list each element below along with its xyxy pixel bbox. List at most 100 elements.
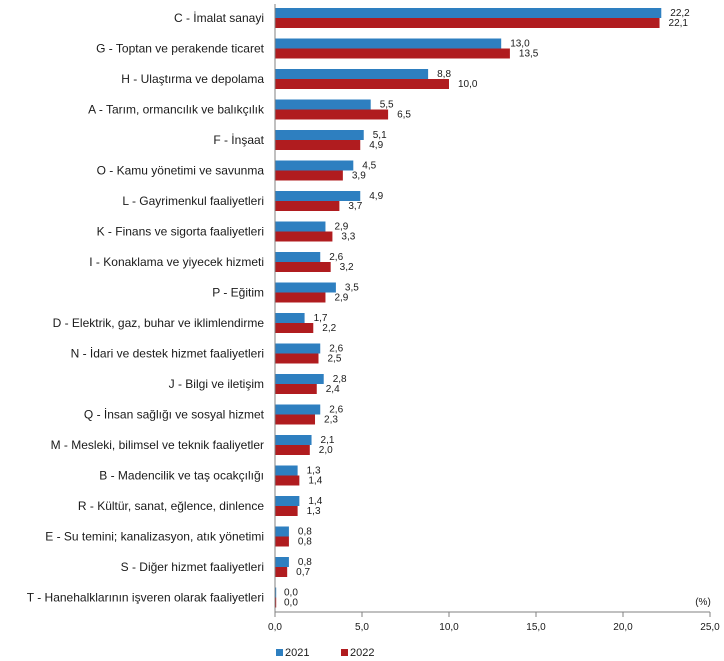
value-label-2021: 3,5 <box>345 283 359 294</box>
value-label-2022: 3,7 <box>348 201 362 212</box>
value-label-2022: 0,7 <box>296 567 310 578</box>
bar-2021 <box>275 343 321 354</box>
category-label: N - İdari ve destek hizmet faaliyetleri <box>71 347 264 361</box>
value-label-2022: 10,0 <box>458 79 478 90</box>
value-label-2021: 1,3 <box>307 466 321 477</box>
value-label-2021: 4,9 <box>369 191 383 202</box>
bar-2022 <box>275 231 333 242</box>
bar-2022 <box>275 536 289 547</box>
value-label-2022: 1,4 <box>308 476 322 487</box>
value-label-2021: 5,5 <box>380 100 394 111</box>
value-label-2021: 2,8 <box>333 374 347 385</box>
value-label-2021: 0,0 <box>284 588 298 599</box>
bar-2021 <box>275 130 364 140</box>
value-label-2022: 2,9 <box>334 293 348 304</box>
category-label: A - Tarım, ormancılık ve balıkçılık <box>88 103 265 117</box>
x-tick-label: 25,0 <box>700 622 720 633</box>
category-label: G - Toptan ve perakende ticaret <box>96 42 265 56</box>
bar-2021 <box>275 435 312 445</box>
category-label: D - Elektrik, gaz, buhar ve iklimlendirm… <box>53 316 265 330</box>
value-label-2022: 6,5 <box>397 110 411 121</box>
value-labels: 22,222,113,013,58,810,05,56,55,14,94,53,… <box>284 8 690 609</box>
bar-2022 <box>275 18 660 28</box>
legend-label-2021: 2021 <box>285 647 309 659</box>
value-label-2021: 1,4 <box>308 496 322 507</box>
value-label-2021: 5,1 <box>373 130 387 141</box>
bar-2021 <box>275 313 305 323</box>
bar-2021 <box>275 557 289 567</box>
category-label: H - Ulaştırma ve depolama <box>121 72 264 86</box>
x-tick-label: 0,0 <box>268 622 282 633</box>
bars-group <box>275 8 662 608</box>
category-labels: C - İmalat sanayi G - Toptan ve perakende… <box>27 11 265 605</box>
value-label-2022: 2,0 <box>319 445 333 456</box>
legend: 2021 2022 <box>276 647 374 659</box>
category-label: P - Eğitim <box>212 286 264 300</box>
x-tick-label: 15,0 <box>526 622 546 633</box>
value-label-2021: 1,7 <box>314 313 328 324</box>
bar-2022 <box>275 414 316 425</box>
legend-swatch-2021 <box>276 649 283 656</box>
value-label-2022: 2,4 <box>326 384 340 395</box>
bar-2022 <box>275 109 389 120</box>
value-label-2022: 2,3 <box>324 415 338 426</box>
value-label-2021: 2,1 <box>321 435 335 446</box>
category-label: I - Konaklama ve yiyecek hizmeti <box>89 255 264 269</box>
bar-2022 <box>275 79 449 89</box>
bar-2021 <box>275 69 429 79</box>
bar-2021 <box>275 252 321 262</box>
bar-2022 <box>275 597 277 608</box>
value-label-2022: 0,0 <box>284 598 298 609</box>
value-label-2022: 1,3 <box>307 506 321 517</box>
bar-2021 <box>275 282 336 293</box>
bar-2021 <box>275 38 502 49</box>
bar-2022 <box>275 384 317 394</box>
x-tick-label: 10,0 <box>439 622 459 633</box>
bar-2021 <box>275 404 321 415</box>
bar-2022 <box>275 262 331 272</box>
bar-2022 <box>275 201 340 211</box>
bar-2022 <box>275 475 300 486</box>
category-label: Q - İnsan sağlığı ve sosyal hizmet <box>84 408 265 422</box>
value-label-2022: 4,9 <box>369 140 383 151</box>
bar-2021 <box>275 374 324 384</box>
category-label: L - Gayrimenkul faaliyetleri <box>122 194 264 208</box>
category-label: B - Madencilik ve taş ocakçılığı <box>99 469 264 483</box>
category-label: C - İmalat sanayi <box>174 11 264 25</box>
axes: 0,0 5,0 10,0 15,0 20,0 25,0 <box>268 4 720 633</box>
value-label-2022: 13,5 <box>519 49 539 60</box>
category-label: O - Kamu yönetimi ve savunma <box>97 164 265 178</box>
value-label-2021: 8,8 <box>437 69 451 80</box>
bar-2022 <box>275 353 319 364</box>
category-label: S - Diğer hizmet faaliyetleri <box>121 560 264 574</box>
value-label-2022: 22,1 <box>669 18 689 29</box>
legend-label-2022: 2022 <box>350 647 374 659</box>
bar-2022 <box>275 323 314 333</box>
category-label: T - Hanehalklarının işveren olarak faali… <box>27 591 264 605</box>
category-label: K - Finans ve sigorta faaliyetleri <box>97 225 264 239</box>
value-label-2022: 2,2 <box>322 323 336 334</box>
bar-2021 <box>275 526 289 537</box>
value-label-2021: 13,0 <box>510 39 530 50</box>
bar-2022 <box>275 506 298 516</box>
bar-2021 <box>275 99 371 110</box>
category-label: R - Kültür, sanat, eğlence, dinlence <box>78 499 264 513</box>
bar-2022 <box>275 567 288 577</box>
value-label-2021: 4,5 <box>362 161 376 172</box>
bar-2021 <box>275 191 361 201</box>
bar-2021 <box>275 221 326 232</box>
category-label: E - Su temini; kanalizasyon, atık yöneti… <box>45 530 264 544</box>
value-label-2022: 0,8 <box>298 537 312 548</box>
x-tick-label: 20,0 <box>613 622 633 633</box>
bar-2022 <box>275 445 310 455</box>
unit-label: (%) <box>695 597 711 608</box>
bar-2022 <box>275 140 361 150</box>
bar-2022 <box>275 292 326 303</box>
bar-2022 <box>275 48 510 59</box>
bar-2021 <box>275 8 662 18</box>
value-label-2022: 3,9 <box>352 171 366 182</box>
bar-2021 <box>275 496 300 506</box>
value-label-2021: 0,8 <box>298 557 312 568</box>
category-label: M - Mesleki, bilimsel ve teknik faaliyet… <box>51 438 264 452</box>
value-label-2021: 22,2 <box>670 8 690 19</box>
